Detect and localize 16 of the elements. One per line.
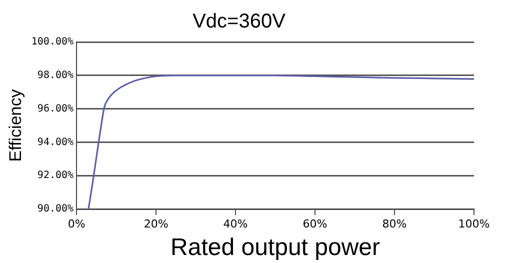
x-tick-label: 60% <box>302 217 328 230</box>
x-tick-label: 20% <box>144 217 168 230</box>
y-tick-label: 94.00% <box>37 136 74 148</box>
x-tick-label: 0% <box>68 217 86 230</box>
line-series <box>88 74 474 209</box>
y-tick-label: 92.00% <box>37 170 74 182</box>
y-tick-label: 100.00% <box>31 36 74 48</box>
x-tick-label: 100% <box>458 217 490 230</box>
x-tick-label: 80% <box>382 217 407 230</box>
y-tick-label: 98.00% <box>37 70 74 81</box>
y-tick-label: 90.00% <box>37 204 74 215</box>
x-axis-title: Rated output power <box>170 234 380 262</box>
x-tick-label: 40% <box>223 217 248 230</box>
chart-title: Vdc=360V <box>192 10 286 33</box>
y-axis-title: Efficiency <box>6 88 25 162</box>
y-tick-label: 96.00% <box>37 103 74 114</box>
